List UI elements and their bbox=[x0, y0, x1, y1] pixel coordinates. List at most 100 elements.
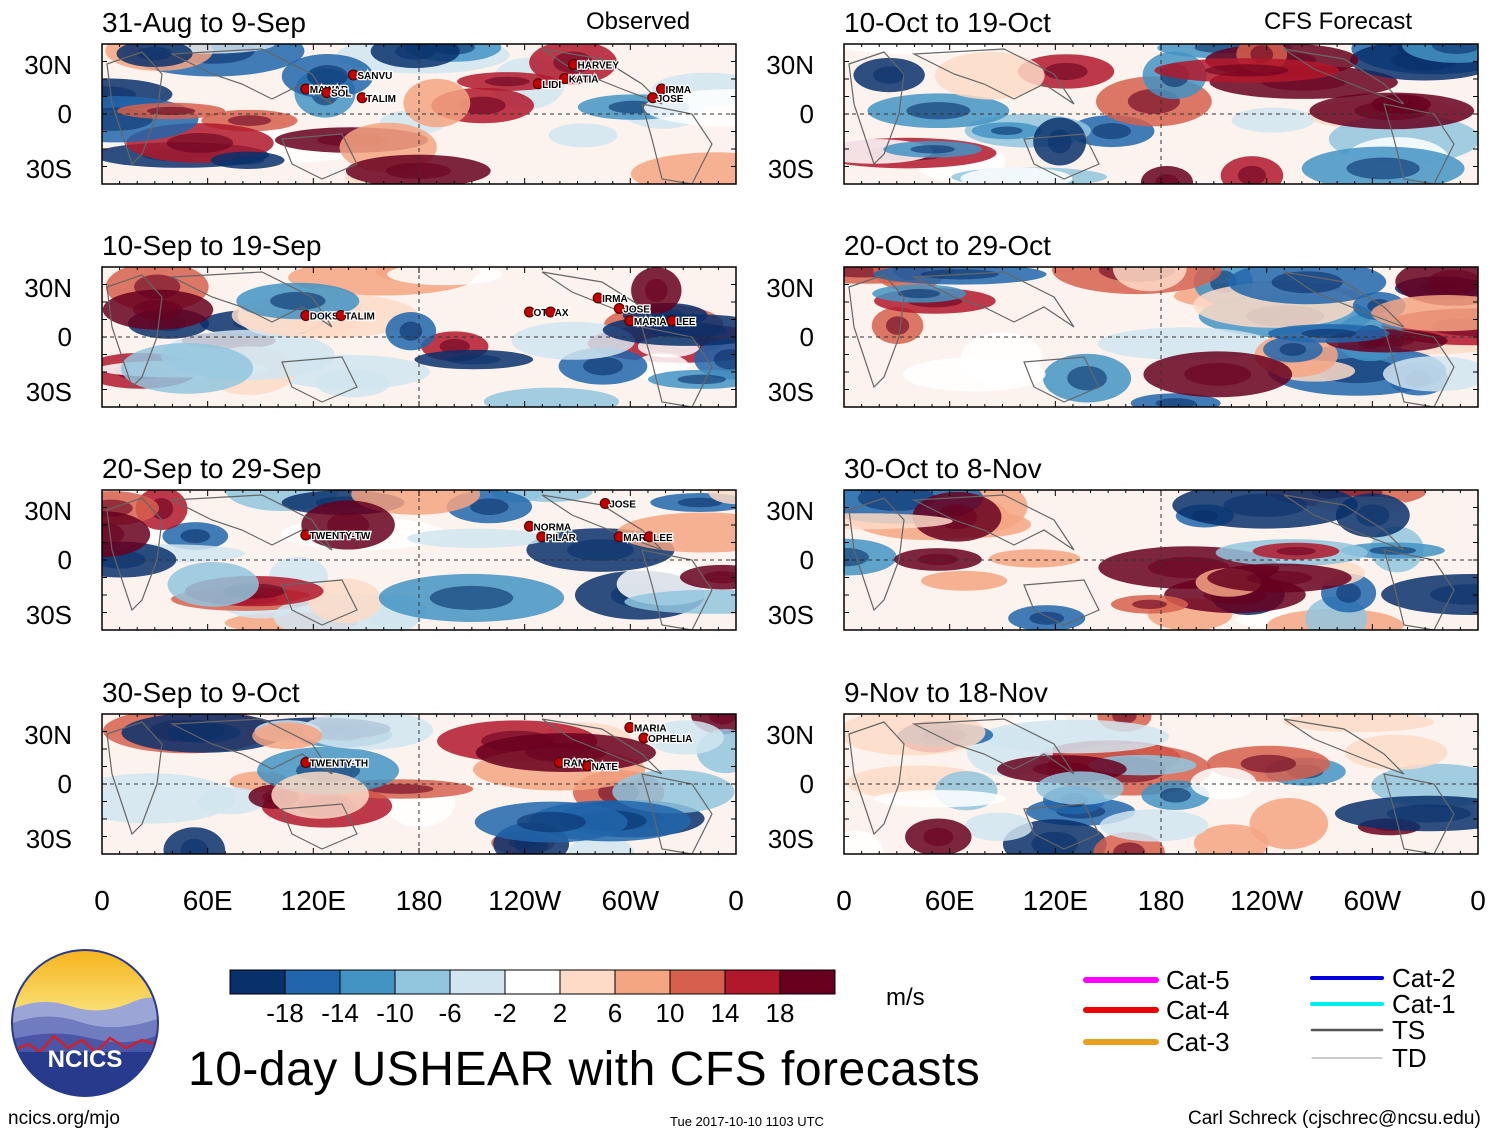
coastline bbox=[106, 721, 163, 836]
shear-anomaly-core bbox=[583, 356, 623, 376]
latitude-label: 0 bbox=[58, 545, 72, 575]
storm-label: JOSE bbox=[657, 94, 684, 105]
shear-anomaly-core bbox=[923, 827, 954, 847]
shear-anomaly-core bbox=[644, 278, 668, 302]
shear-anomaly-blob bbox=[844, 714, 986, 756]
shear-anomaly-blob bbox=[844, 513, 953, 530]
shear-anomaly-core bbox=[1356, 504, 1390, 527]
storm-label: JOSE bbox=[623, 305, 650, 316]
shear-anomaly-core bbox=[1427, 269, 1478, 294]
longitude-label: 120W bbox=[488, 885, 562, 916]
legend-label: Cat-5 bbox=[1166, 965, 1230, 995]
shear-anomaly-core bbox=[429, 585, 514, 610]
observed-panel: 31-Aug to 9-Sep30N030SSANVUMAWARSOLTALIM… bbox=[24, 7, 737, 185]
colorbar-tick-label: 18 bbox=[766, 998, 795, 1028]
storm-marker bbox=[559, 73, 571, 84]
shear-anomaly-core bbox=[395, 44, 436, 60]
storm-label: TALIM bbox=[345, 312, 375, 323]
storm-label: TWENTY-TH bbox=[310, 759, 368, 770]
shear-anomaly-blob bbox=[624, 589, 736, 614]
panel-period-label: 10-Sep to 19-Sep bbox=[102, 230, 322, 261]
coastline bbox=[848, 497, 905, 612]
shear-anomaly-blob bbox=[980, 719, 1170, 754]
storm-label: IRMA bbox=[602, 294, 628, 305]
colorbar-swatch bbox=[449, 969, 506, 995]
colorbar-tick-label: 2 bbox=[553, 998, 567, 1028]
longitude-label: 60W bbox=[602, 885, 660, 916]
colorbar-tick-label: -6 bbox=[438, 998, 461, 1028]
storm-marker bbox=[347, 69, 359, 81]
shear-anomaly-blob bbox=[935, 51, 1045, 100]
storm-label: NATE bbox=[592, 762, 619, 773]
shear-anomaly-core bbox=[399, 321, 423, 341]
coastline bbox=[106, 497, 163, 612]
storm-marker bbox=[592, 292, 604, 304]
shear-anomaly-core bbox=[1346, 157, 1420, 180]
panel-period-label: 30-Oct to 8-Nov bbox=[844, 453, 1042, 484]
storm-marker bbox=[356, 92, 368, 104]
shear-anomaly-blob bbox=[960, 167, 1073, 184]
latitude-label: 0 bbox=[800, 99, 814, 129]
colorbar-tick-label: -10 bbox=[376, 998, 414, 1028]
shear-anomaly-blob bbox=[568, 836, 635, 854]
shear-anomaly-blob bbox=[989, 549, 1081, 568]
shear-anomaly-core bbox=[677, 374, 726, 385]
storm-marker bbox=[656, 83, 668, 95]
coastline bbox=[1283, 271, 1405, 328]
panel-period-label: 20-Oct to 29-Oct bbox=[844, 230, 1051, 261]
latitude-label: 30S bbox=[26, 154, 72, 184]
panel-period-label: 20-Sep to 29-Sep bbox=[102, 453, 322, 484]
shear-anomaly-blob bbox=[921, 570, 1008, 591]
shear-anomaly-core bbox=[1113, 842, 1146, 854]
shear-anomaly-blob bbox=[308, 578, 383, 624]
shear-anomaly-blob bbox=[1344, 734, 1448, 770]
storm-marker bbox=[300, 757, 312, 768]
shear-anomaly-blob bbox=[1371, 295, 1478, 332]
coastline bbox=[641, 103, 713, 184]
coastline bbox=[1383, 326, 1455, 407]
footer-url[interactable]: ncics.org/mjo bbox=[8, 1108, 120, 1129]
shear-anomaly-core bbox=[447, 354, 501, 365]
latitude-label: 0 bbox=[58, 99, 72, 129]
shear-anomaly-core bbox=[525, 742, 607, 763]
shear-anomaly-blob bbox=[1193, 824, 1269, 854]
storm-label: PILAR bbox=[546, 533, 577, 544]
shear-anomaly-core bbox=[677, 497, 723, 508]
shear-anomaly-core bbox=[459, 96, 506, 115]
colorbar-tick-label: -14 bbox=[321, 998, 359, 1028]
storm-label: IRMA bbox=[666, 85, 692, 96]
longitude-label: 0 bbox=[836, 885, 852, 916]
latitude-label: 30S bbox=[26, 600, 72, 630]
colorbar-tick-label: 14 bbox=[711, 998, 740, 1028]
coastline bbox=[169, 271, 333, 328]
shear-anomaly-core bbox=[1205, 64, 1289, 77]
shear-anomaly-blob bbox=[844, 538, 897, 576]
coastline bbox=[106, 274, 163, 389]
coastline bbox=[281, 356, 358, 403]
latitude-label: 0 bbox=[800, 769, 814, 799]
storm-label: MARI bbox=[623, 533, 649, 544]
storm-label: AX bbox=[555, 308, 569, 319]
panel-period-label: 31-Aug to 9-Sep bbox=[102, 7, 306, 38]
shear-anomaly-blob bbox=[387, 267, 502, 286]
latitude-label: 30N bbox=[766, 50, 814, 80]
shear-anomaly-blob bbox=[351, 490, 481, 515]
forecast-column-title: CFS Forecast bbox=[1264, 8, 1413, 35]
shear-anomaly-core bbox=[166, 722, 241, 743]
coastline bbox=[911, 48, 1075, 105]
shear-anomaly-blob bbox=[548, 123, 618, 148]
longitude-label: 180 bbox=[1138, 885, 1185, 916]
shear-anomaly-core bbox=[1246, 570, 1312, 586]
coastline bbox=[106, 51, 163, 166]
shear-anomaly-blob bbox=[197, 787, 265, 815]
shear-anomaly-core bbox=[1271, 271, 1343, 294]
shear-anomaly-core bbox=[885, 316, 910, 335]
forecast-panel: 30-Oct to 8-Nov 30N 0 30S bbox=[766, 453, 1479, 631]
footer-author: Carl Schreck (cjschrec@ncsu.edu) bbox=[1188, 1108, 1481, 1129]
colorbar-swatch bbox=[339, 969, 396, 995]
shear-anomaly-blob bbox=[1382, 356, 1478, 392]
latitude-label: 30S bbox=[768, 600, 814, 630]
latitude-label: 30N bbox=[766, 496, 814, 526]
coastline bbox=[641, 326, 713, 407]
shear-anomaly-blob bbox=[844, 830, 884, 854]
